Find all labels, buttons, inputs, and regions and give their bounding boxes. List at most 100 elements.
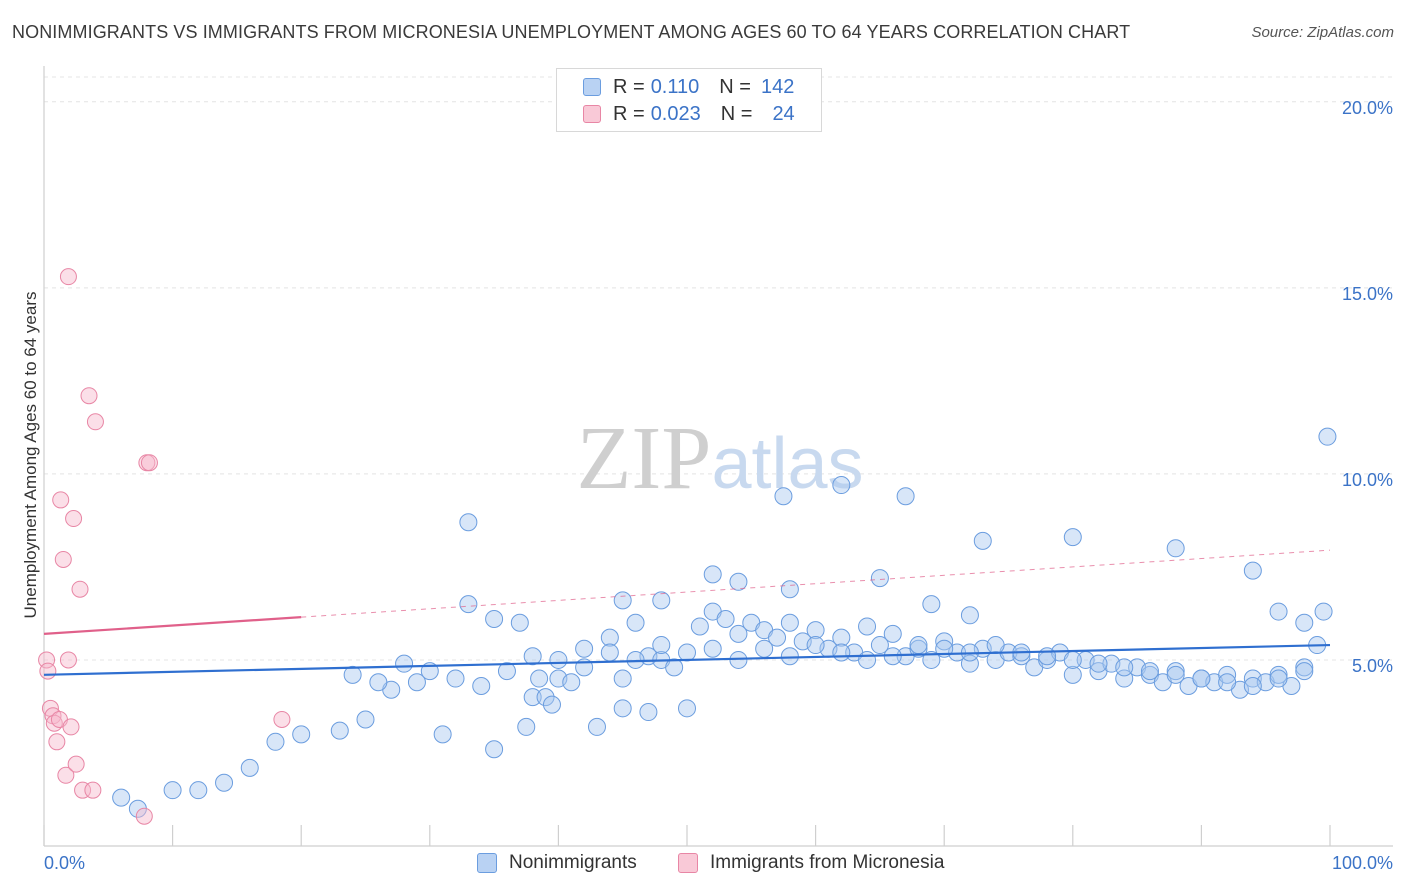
nonimmigrant-point — [652, 591, 671, 610]
nonimmigrant-point — [986, 636, 1005, 655]
nonimmigrant-point — [163, 781, 182, 800]
nonimmigrant-point — [1269, 665, 1288, 684]
nonimmigrant-point — [523, 647, 542, 666]
nonimmigrant-point — [832, 476, 851, 495]
nonimmigrant-point — [517, 717, 536, 736]
nonimmigrant-point — [780, 580, 799, 599]
nonimmigrant-point — [870, 569, 889, 588]
nonimmigrant-point — [729, 572, 748, 591]
trend-lines — [43, 549, 1331, 676]
nonimmigrant-point — [768, 628, 787, 647]
x-tick-label-min: 0.0% — [44, 853, 85, 873]
nonimmigrant-point — [755, 639, 774, 658]
nonimmigrant-point — [530, 669, 549, 688]
nonimmigrant-point — [703, 639, 722, 658]
legend-swatch-pink — [678, 853, 698, 873]
nonimmigrant-point — [215, 773, 234, 792]
micronesia-point — [57, 766, 75, 784]
watermark: ZIPatlas — [576, 409, 863, 508]
micronesia-point — [74, 781, 92, 799]
micronesia-point — [135, 807, 153, 825]
nonimmigrant-point — [652, 636, 671, 655]
nonimmigrant-point — [909, 636, 928, 655]
watermark-atlas: atlas — [711, 424, 863, 504]
nonimmigrant-point — [1243, 676, 1262, 695]
nonimmigrant-point — [780, 647, 799, 666]
nonimmigrant-point — [1063, 528, 1082, 547]
nonimmigrant-point — [973, 531, 992, 550]
legend-n-label: N = — [720, 102, 753, 125]
nonimmigrant-point — [613, 669, 632, 688]
series-legend: Nonimmigrants Immigrants from Micronesia — [0, 852, 1406, 876]
nonimmigrant-point — [395, 654, 414, 673]
nonimmigrant-point — [1140, 662, 1159, 681]
micronesia-point — [54, 550, 72, 568]
nonimmigrant-point — [600, 628, 619, 647]
correlation-legend: R = 0.110 N = 142 R = 0.023 N = 24 — [556, 68, 822, 132]
y-tick-labels: 5.0% 10.0% 15.0% 20.0% — [1342, 98, 1393, 676]
micronesia-point — [80, 387, 98, 405]
nonimmigrant-point — [703, 565, 722, 584]
nonimmigrant-point — [1269, 602, 1288, 621]
legend-item-label: Immigrants from Micronesia — [710, 852, 945, 873]
nonimmigrant-point — [922, 595, 941, 614]
y-tick-label: 5.0% — [1352, 656, 1393, 676]
legend-r-value: 0.110 — [650, 75, 700, 98]
nonimmigrant-point — [1295, 658, 1314, 677]
micronesia-point — [67, 755, 85, 773]
nonimmigrant-point — [459, 595, 478, 614]
legend-item-micronesia: Immigrants from Micronesia — [678, 852, 944, 874]
legend-swatch-blue — [583, 78, 601, 96]
nonimmigrant-point — [562, 673, 581, 692]
nonimmigrant-point — [774, 487, 793, 506]
nonimmigrants-trend-line — [43, 643, 1331, 676]
nonimmigrant-point — [446, 669, 465, 688]
source-label: Source: ZipAtlas.com — [1251, 24, 1394, 41]
y-axis-label: Unemployment Among Ages 60 to 64 years — [21, 292, 40, 619]
nonimmigrant-point — [433, 725, 452, 744]
nonimmigrant-point — [1243, 561, 1262, 580]
nonimmigrant-point — [472, 676, 491, 695]
nonimmigrant-point — [613, 699, 632, 718]
nonimmigrant-point — [626, 613, 645, 632]
nonimmigrant-point — [665, 658, 684, 677]
legend-swatch-pink — [583, 105, 601, 123]
nonimmigrant-point — [536, 688, 555, 707]
nonimmigrant-point — [858, 650, 877, 669]
nonimmigrant-point — [587, 717, 606, 736]
y-tick-label: 15.0% — [1342, 284, 1393, 304]
nonimmigrant-point — [407, 673, 426, 692]
nonimmigrant-point — [549, 650, 568, 669]
chart-title: NONIMMIGRANTS VS IMMIGRANTS FROM MICRONE… — [12, 22, 1131, 42]
nonimmigrant-point — [678, 699, 696, 718]
nonimmigrant-point — [935, 632, 954, 651]
nonimmigrant-point — [1089, 654, 1108, 673]
nonimmigrant-point — [1115, 658, 1134, 677]
nonimmigrant-point — [1314, 602, 1333, 621]
micronesia-point — [273, 710, 291, 728]
micronesia-points — [38, 268, 291, 825]
micronesia-point — [65, 510, 83, 528]
nonimmigrant-point — [1318, 427, 1337, 446]
nonimmigrant-point — [806, 636, 825, 655]
nonimmigrant-point — [1269, 669, 1288, 688]
nonimmigrant-point — [896, 487, 915, 506]
nonimmigrant-point — [922, 650, 941, 669]
nonimmigrant-point — [909, 639, 928, 658]
micronesia-point — [84, 781, 102, 799]
legend-row-micronesia: R = 0.023 N = 24 — [583, 101, 795, 127]
micronesia-point — [39, 662, 57, 680]
nonimmigrant-point — [459, 513, 478, 532]
nonimmigrant-point — [1166, 539, 1185, 558]
nonimmigrant-point — [1218, 665, 1237, 684]
legend-n-value: 24 — [772, 102, 795, 125]
nonimmigrant-point — [1218, 673, 1237, 692]
nonimmigrant-point — [575, 639, 594, 658]
nonimmigrant-point — [485, 740, 504, 759]
micronesia-point — [62, 718, 80, 736]
legend-r-label: R = — [613, 75, 645, 98]
nonimmigrant-point — [960, 606, 979, 625]
micronesia-point — [59, 651, 77, 669]
nonimmigrant-point — [497, 662, 516, 681]
legend-n-value: 142 — [760, 75, 795, 98]
